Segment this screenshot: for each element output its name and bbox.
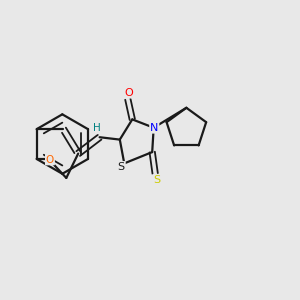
- Text: H: H: [93, 123, 101, 133]
- Text: O: O: [46, 154, 54, 164]
- Text: O: O: [124, 88, 133, 98]
- Text: S: S: [118, 162, 125, 172]
- Text: S: S: [153, 175, 160, 185]
- Text: N: N: [150, 123, 158, 133]
